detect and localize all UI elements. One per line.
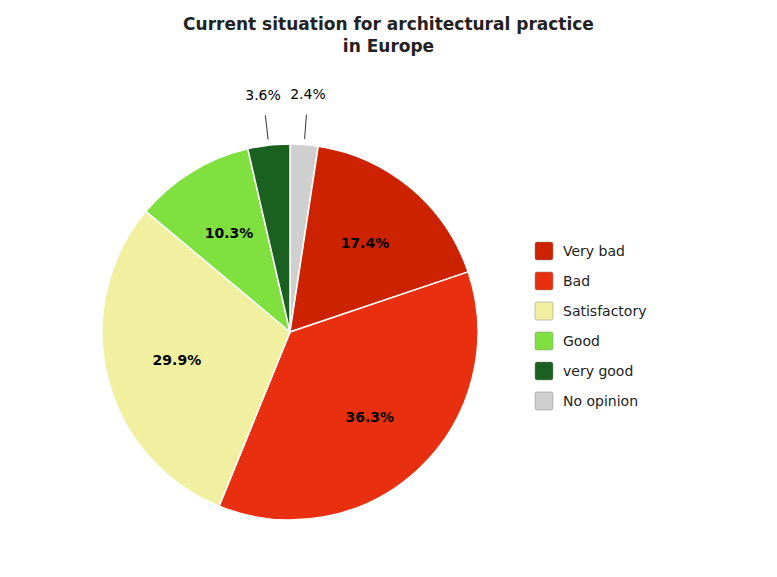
legend-swatch: [535, 272, 553, 290]
chart-container: Current situation for architectural prac…: [0, 0, 777, 577]
legend-label: Bad: [563, 273, 590, 289]
legend-label: Good: [563, 333, 600, 349]
data-label: 29.9%: [153, 352, 202, 368]
data-label: 17.4%: [341, 235, 390, 251]
legend-label: Very bad: [563, 243, 625, 259]
data-label: 2.4%: [290, 86, 326, 102]
slices: [102, 144, 478, 520]
chart-svg: Current situation for architectural prac…: [0, 0, 777, 577]
data-label: 36.3%: [346, 409, 395, 425]
legend-swatch: [535, 302, 553, 320]
legend-swatch: [535, 362, 553, 380]
legend-label: No opinion: [563, 393, 638, 409]
legend-swatch: [535, 332, 553, 350]
legend: Very bad Bad Satisfactory Good very good No o…: [535, 242, 646, 410]
data-label: 3.6%: [245, 87, 281, 103]
data-label: 10.3%: [205, 225, 254, 241]
leader-line: [305, 115, 307, 139]
title: Current situation for architectural prac…: [183, 14, 594, 56]
legend-label: Satisfactory: [563, 303, 646, 319]
leader-line: [265, 115, 268, 139]
legend-label: very good: [563, 363, 633, 379]
legend-swatch: [535, 392, 553, 410]
pie-slice: [248, 144, 290, 332]
legend-swatch: [535, 242, 553, 260]
data-labels: 2.4% 17.4% 36.3% 29.9% 10.3% 3.6%: [153, 86, 395, 425]
